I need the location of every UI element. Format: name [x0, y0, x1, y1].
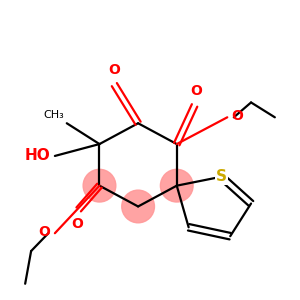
Text: O: O: [232, 109, 244, 123]
Text: S: S: [216, 169, 227, 184]
Text: O: O: [71, 217, 83, 231]
Circle shape: [160, 169, 193, 202]
Text: HO: HO: [25, 148, 50, 164]
Text: O: O: [108, 63, 120, 77]
Circle shape: [83, 169, 116, 202]
Text: CH₃: CH₃: [43, 110, 64, 120]
Text: O: O: [39, 225, 50, 239]
Text: O: O: [190, 84, 202, 98]
Circle shape: [122, 190, 154, 223]
